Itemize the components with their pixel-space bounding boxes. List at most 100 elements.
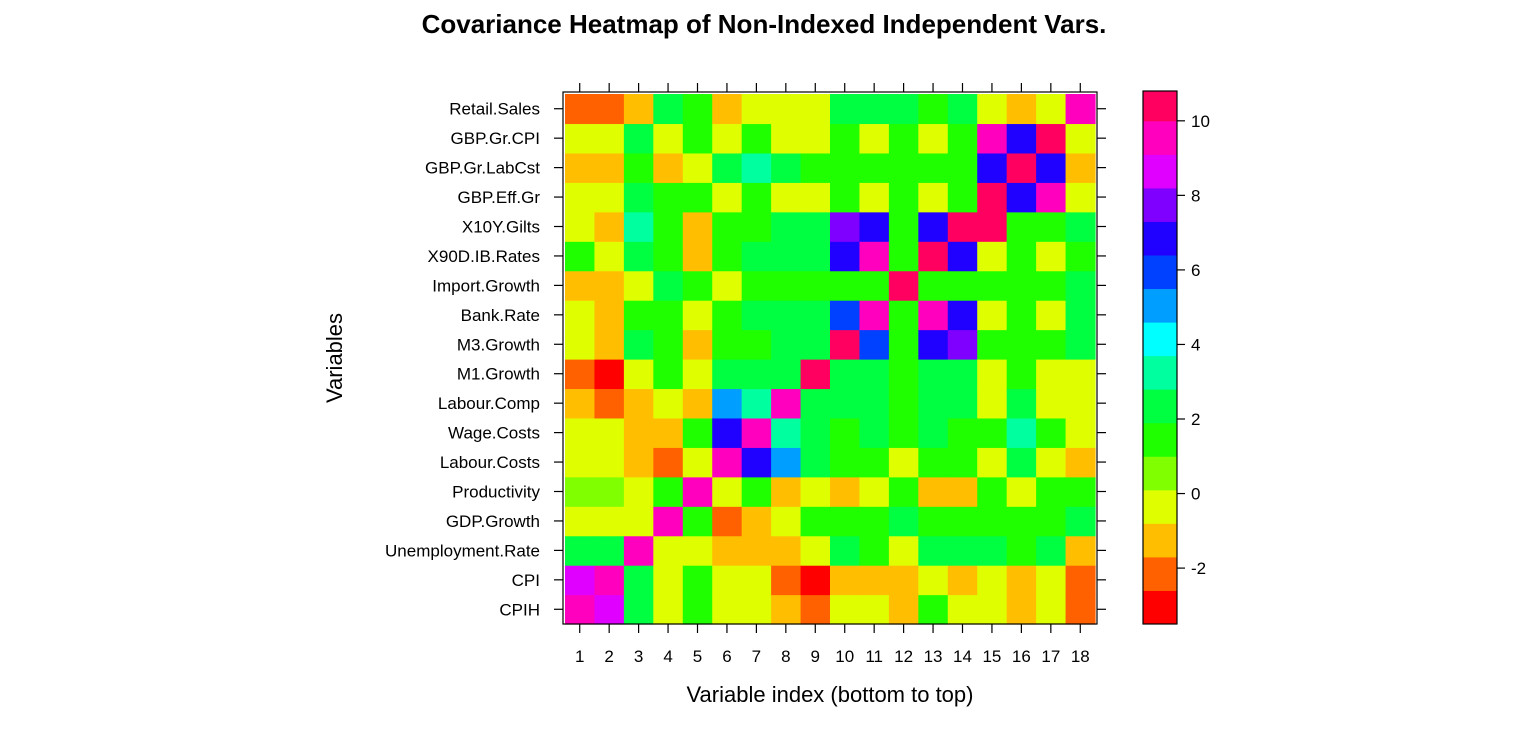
heatmap-cell [888,506,919,537]
heatmap-cell [859,123,890,154]
y-tick-label: X10Y.Gilts [462,218,540,237]
heatmap-cell [947,388,978,419]
x-axis-title: Variable index (bottom to top) [687,682,974,707]
heatmap-cell [859,182,890,213]
colorbar-swatch [1143,154,1177,189]
heatmap-cell [594,565,625,596]
heatmap-cell [800,300,831,331]
heatmap-cell [977,506,1008,537]
heatmap-cell [712,594,743,625]
heatmap-cell [947,270,978,301]
heatmap-cell [1006,447,1037,478]
heatmap-cell [947,182,978,213]
heatmap-cell [977,476,1008,507]
x-tick-label: 7 [752,647,761,666]
heatmap-cell [771,476,802,507]
heatmap-cell [888,476,919,507]
heatmap-cell [712,329,743,360]
heatmap-cell [565,447,596,478]
colorbar-swatch [1143,288,1177,323]
heatmap-cell [653,565,684,596]
heatmap-cell [947,417,978,448]
heatmap-cell [741,123,772,154]
heatmap-cell [1036,417,1067,448]
heatmap-cell [682,94,713,125]
heatmap-cell [947,211,978,242]
heatmap-cell [830,359,861,390]
heatmap-cell [859,476,890,507]
heatmap-cell [888,270,919,301]
colorbar-tick-label: 6 [1191,261,1200,280]
heatmap-cell [771,123,802,154]
heatmap-cell [623,270,654,301]
heatmap-cell [1006,182,1037,213]
heatmap-cell [830,211,861,242]
heatmap-cell [1036,270,1067,301]
heatmap-cell [977,388,1008,419]
x-tick-label: 5 [693,647,702,666]
y-tick-label: X90D.IB.Rates [428,247,540,266]
heatmap-cell [977,359,1008,390]
heatmap-cell [682,123,713,154]
colorbar-swatch [1143,489,1177,524]
heatmap-cell [594,447,625,478]
heatmap-cell [623,417,654,448]
colorbar-tick-label: 2 [1191,410,1200,429]
y-tick-label: Labour.Costs [440,453,540,472]
heatmap-cell [623,506,654,537]
heatmap-cell [977,447,1008,478]
heatmap-cell [800,594,831,625]
heatmap-cell [594,123,625,154]
heatmap-cell [594,535,625,566]
heatmap-cell [1065,270,1096,301]
heatmap-cell [1036,211,1067,242]
heatmap-cell [623,565,654,596]
heatmap-cell [741,300,772,331]
heatmap-cell [771,359,802,390]
heatmap-cell [653,329,684,360]
heatmap-cell [741,565,772,596]
heatmap-cell [653,476,684,507]
heatmap-cell [594,270,625,301]
heatmap-cell [682,535,713,566]
heatmap-cell [947,359,978,390]
x-tick-label: 6 [722,647,731,666]
heatmap-cell [918,329,949,360]
heatmap-cell [800,270,831,301]
heatmap-cell [565,476,596,507]
heatmap-cell [800,388,831,419]
heatmap-cell [888,594,919,625]
heatmap-cell [800,506,831,537]
colorbar-swatch [1143,389,1177,424]
heatmap-cell [594,329,625,360]
heatmap-cell [830,594,861,625]
x-tick-label: 14 [953,647,972,666]
heatmap-cell [682,300,713,331]
heatmap-cell [918,417,949,448]
colorbar-swatch [1143,221,1177,256]
y-tick-label: Bank.Rate [461,306,540,325]
y-tick-label: GBP.Gr.LabCst [425,159,540,178]
heatmap-cell [594,476,625,507]
heatmap-cell [565,270,596,301]
heatmap-cell [623,241,654,272]
colorbar: -2 0 2 4 6 8 10 [1142,90,1210,625]
heatmap-cell [859,211,890,242]
heatmap-cell [888,565,919,596]
heatmap-cells [565,94,1096,625]
heatmap-cell [712,388,743,419]
heatmap-cell [1006,94,1037,125]
heatmap-cell [800,241,831,272]
heatmap-cell [977,417,1008,448]
heatmap-cell [859,94,890,125]
heatmap-cell [1065,211,1096,242]
heatmap-cell [800,329,831,360]
heatmap-cell [1006,211,1037,242]
heatmap-cell [977,94,1008,125]
heatmap-cell [712,300,743,331]
colorbar-swatch [1143,590,1177,625]
y-tick-label: GDP.Growth [446,512,540,531]
heatmap-cell [1006,300,1037,331]
y-tick-label: GBP.Eff.Gr [457,188,540,207]
heatmap-cell [653,241,684,272]
